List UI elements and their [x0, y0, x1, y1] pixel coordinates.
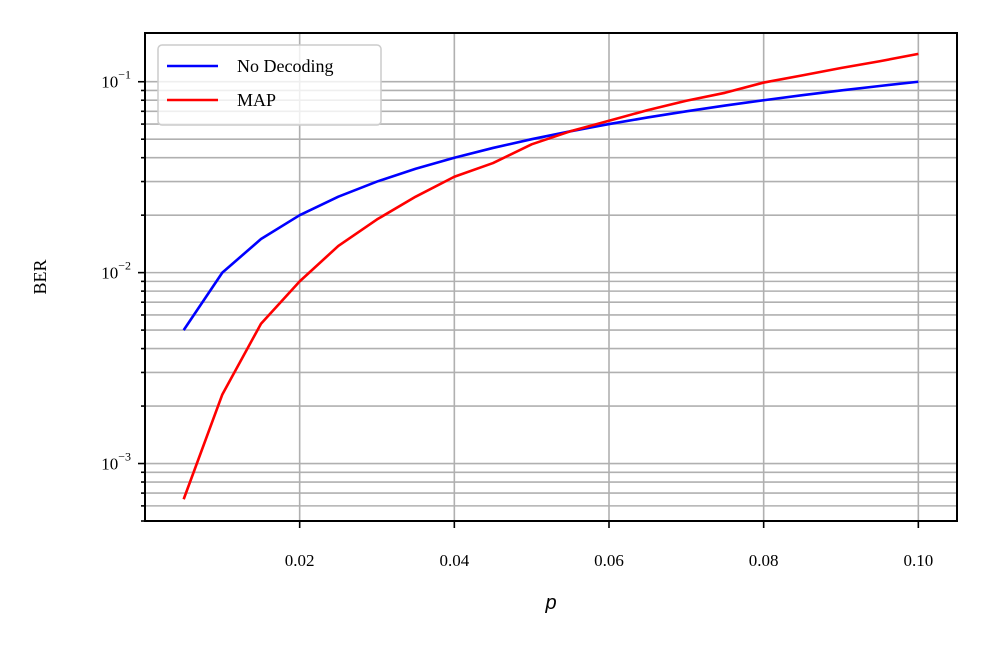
- x-tick-label: 0.10: [903, 551, 933, 570]
- y-tick-label: 10−2: [101, 259, 131, 283]
- y-axis-title: BER: [30, 259, 50, 294]
- y-tick-label: 10−1: [101, 68, 131, 92]
- x-tick-label: 0.04: [439, 551, 469, 570]
- series-line-map: [182, 52, 919, 500]
- y-tick-label-base: 10: [101, 264, 118, 283]
- y-tick-label: 10−3: [101, 450, 131, 474]
- x-tick-label: 0.06: [594, 551, 624, 570]
- y-tick-label-exponent: −2: [118, 259, 131, 273]
- x-tick-label: 0.02: [285, 551, 315, 570]
- data-series: [182, 52, 919, 500]
- series-line-no-decoding: [182, 80, 919, 331]
- y-tick-label-exponent: −1: [118, 68, 131, 82]
- legend: No Decoding MAP: [157, 44, 382, 126]
- axis-ticks: [138, 80, 920, 528]
- y-tick-label-exponent: −3: [118, 450, 131, 464]
- plot-frame: [144, 32, 958, 522]
- y-tick-label-base: 10: [101, 455, 118, 474]
- x-axis-title: p: [544, 592, 556, 614]
- y-tick-label-base: 10: [101, 73, 118, 92]
- legend-label-map: MAP: [237, 90, 276, 110]
- x-tick-label: 0.08: [749, 551, 779, 570]
- legend-label-no-decoding: No Decoding: [237, 56, 333, 76]
